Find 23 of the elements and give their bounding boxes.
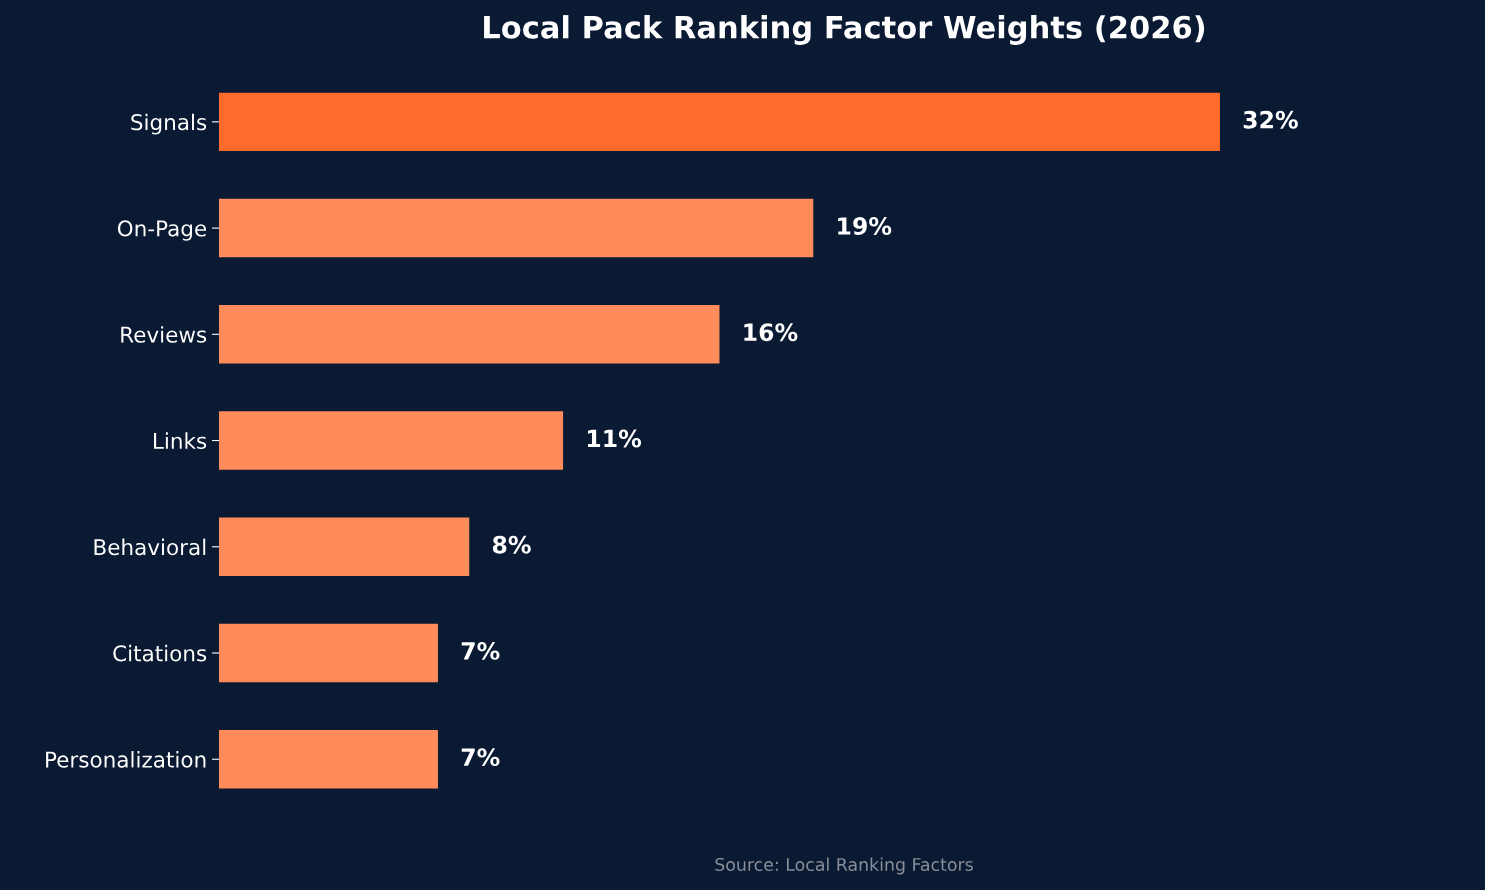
bar	[219, 730, 438, 789]
data-label: 8%	[492, 535, 531, 554]
y-tick-label: On-Page	[117, 220, 207, 241]
y-tick-label: Behavioral	[94, 538, 206, 556]
y-tick-label: Reviews	[121, 326, 207, 343]
data-label: 16%	[744, 323, 798, 342]
y-tick-label: Links	[154, 432, 207, 450]
data-label: 7%	[461, 748, 500, 767]
y-tick-label: Signals	[131, 113, 207, 135]
bar	[219, 623, 438, 683]
source-note: Source: Local Ranking Factors	[715, 857, 973, 875]
data-label: 7%	[461, 642, 500, 660]
data-label: 11%	[587, 429, 642, 448]
data-label: 19%	[838, 217, 892, 235]
data-label: 32%	[1243, 110, 1298, 129]
y-tick-label: Personalization	[46, 751, 206, 768]
bar	[219, 411, 564, 470]
bar	[219, 517, 470, 576]
bar	[219, 198, 814, 258]
chart-title: Local Pack Ranking Factor Weights (2026)	[484, 15, 1205, 45]
y-tick-label: Citations	[113, 644, 207, 662]
bar	[219, 305, 720, 364]
bar	[219, 92, 1220, 152]
